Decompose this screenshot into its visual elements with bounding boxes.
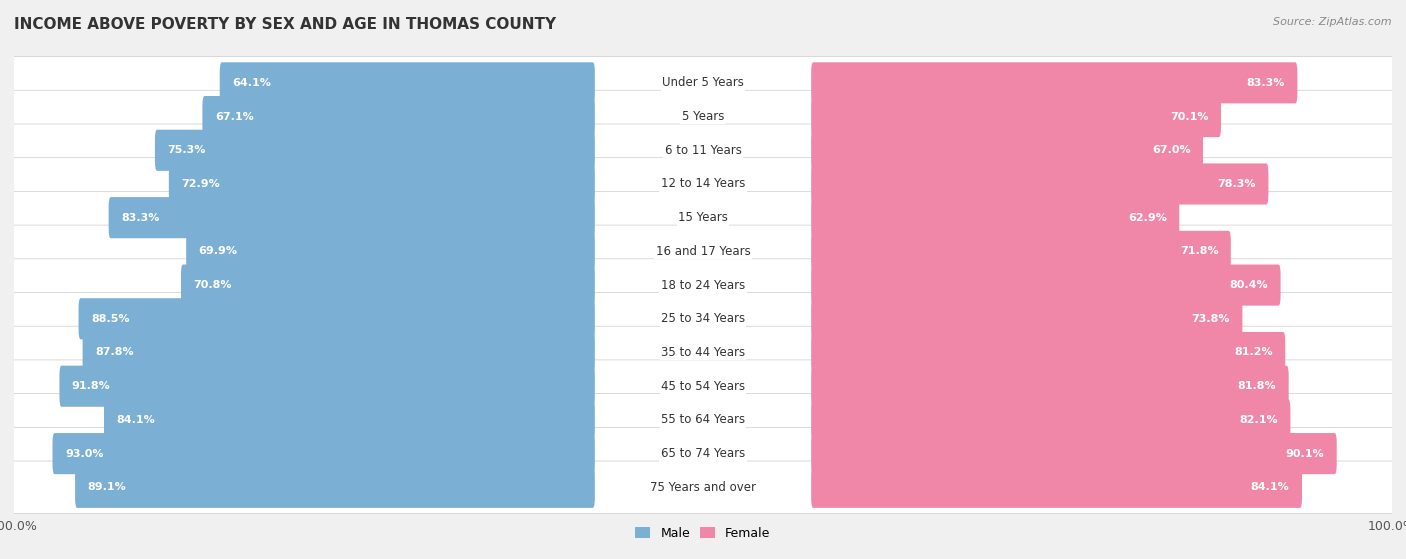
Text: 72.9%: 72.9% bbox=[181, 179, 219, 189]
Text: Under 5 Years: Under 5 Years bbox=[662, 77, 744, 89]
FancyBboxPatch shape bbox=[811, 299, 1243, 339]
Text: 6 to 11 Years: 6 to 11 Years bbox=[665, 144, 741, 157]
FancyBboxPatch shape bbox=[811, 231, 1230, 272]
FancyBboxPatch shape bbox=[8, 191, 1398, 244]
Text: 67.0%: 67.0% bbox=[1152, 145, 1191, 155]
FancyBboxPatch shape bbox=[8, 326, 1398, 379]
Text: 5 Years: 5 Years bbox=[682, 110, 724, 123]
FancyBboxPatch shape bbox=[52, 433, 595, 474]
FancyBboxPatch shape bbox=[8, 124, 1398, 177]
Text: 73.8%: 73.8% bbox=[1191, 314, 1230, 324]
Text: 80.4%: 80.4% bbox=[1230, 280, 1268, 290]
FancyBboxPatch shape bbox=[169, 163, 595, 205]
FancyBboxPatch shape bbox=[8, 427, 1398, 480]
FancyBboxPatch shape bbox=[8, 225, 1398, 278]
Text: 87.8%: 87.8% bbox=[96, 348, 134, 358]
Text: 75 Years and over: 75 Years and over bbox=[650, 481, 756, 494]
Text: 83.3%: 83.3% bbox=[1247, 78, 1285, 88]
FancyBboxPatch shape bbox=[8, 461, 1398, 514]
FancyBboxPatch shape bbox=[8, 56, 1398, 109]
Text: 15 Years: 15 Years bbox=[678, 211, 728, 224]
Text: 69.9%: 69.9% bbox=[198, 247, 238, 257]
Text: 16 and 17 Years: 16 and 17 Years bbox=[655, 245, 751, 258]
FancyBboxPatch shape bbox=[811, 433, 1337, 474]
Text: 35 to 44 Years: 35 to 44 Years bbox=[661, 346, 745, 359]
Legend: Male, Female: Male, Female bbox=[630, 522, 776, 544]
FancyBboxPatch shape bbox=[811, 332, 1285, 373]
Text: 12 to 14 Years: 12 to 14 Years bbox=[661, 177, 745, 191]
Text: 18 to 24 Years: 18 to 24 Years bbox=[661, 278, 745, 292]
FancyBboxPatch shape bbox=[811, 264, 1281, 306]
FancyBboxPatch shape bbox=[202, 96, 595, 137]
Text: 71.8%: 71.8% bbox=[1180, 247, 1219, 257]
FancyBboxPatch shape bbox=[8, 394, 1398, 446]
Text: 89.1%: 89.1% bbox=[87, 482, 127, 492]
Text: 81.2%: 81.2% bbox=[1234, 348, 1272, 358]
FancyBboxPatch shape bbox=[186, 231, 595, 272]
Text: INCOME ABOVE POVERTY BY SEX AND AGE IN THOMAS COUNTY: INCOME ABOVE POVERTY BY SEX AND AGE IN T… bbox=[14, 17, 557, 32]
FancyBboxPatch shape bbox=[811, 467, 1302, 508]
FancyBboxPatch shape bbox=[8, 360, 1398, 413]
FancyBboxPatch shape bbox=[811, 96, 1220, 137]
Text: 70.1%: 70.1% bbox=[1170, 112, 1209, 121]
Text: 55 to 64 Years: 55 to 64 Years bbox=[661, 414, 745, 427]
FancyBboxPatch shape bbox=[811, 62, 1298, 103]
Text: 78.3%: 78.3% bbox=[1218, 179, 1256, 189]
Text: 67.1%: 67.1% bbox=[215, 112, 253, 121]
FancyBboxPatch shape bbox=[83, 332, 595, 373]
Text: 83.3%: 83.3% bbox=[121, 212, 159, 222]
Text: 25 to 34 Years: 25 to 34 Years bbox=[661, 312, 745, 325]
Text: 65 to 74 Years: 65 to 74 Years bbox=[661, 447, 745, 460]
FancyBboxPatch shape bbox=[108, 197, 595, 238]
FancyBboxPatch shape bbox=[104, 399, 595, 440]
FancyBboxPatch shape bbox=[59, 366, 595, 407]
Text: 91.8%: 91.8% bbox=[72, 381, 111, 391]
FancyBboxPatch shape bbox=[75, 467, 595, 508]
FancyBboxPatch shape bbox=[811, 399, 1291, 440]
FancyBboxPatch shape bbox=[811, 366, 1289, 407]
Text: 75.3%: 75.3% bbox=[167, 145, 205, 155]
FancyBboxPatch shape bbox=[8, 90, 1398, 143]
Text: 93.0%: 93.0% bbox=[65, 449, 104, 458]
FancyBboxPatch shape bbox=[181, 264, 595, 306]
FancyBboxPatch shape bbox=[811, 197, 1180, 238]
FancyBboxPatch shape bbox=[219, 62, 595, 103]
FancyBboxPatch shape bbox=[79, 299, 595, 339]
FancyBboxPatch shape bbox=[8, 292, 1398, 345]
Text: 45 to 54 Years: 45 to 54 Years bbox=[661, 380, 745, 393]
Text: 90.1%: 90.1% bbox=[1285, 449, 1324, 458]
Text: 84.1%: 84.1% bbox=[117, 415, 155, 425]
Text: 84.1%: 84.1% bbox=[1251, 482, 1289, 492]
FancyBboxPatch shape bbox=[8, 259, 1398, 311]
FancyBboxPatch shape bbox=[8, 158, 1398, 210]
FancyBboxPatch shape bbox=[811, 130, 1204, 171]
Text: 70.8%: 70.8% bbox=[194, 280, 232, 290]
Text: 64.1%: 64.1% bbox=[232, 78, 271, 88]
Text: Source: ZipAtlas.com: Source: ZipAtlas.com bbox=[1274, 17, 1392, 27]
FancyBboxPatch shape bbox=[155, 130, 595, 171]
Text: 88.5%: 88.5% bbox=[91, 314, 129, 324]
Text: 82.1%: 82.1% bbox=[1240, 415, 1278, 425]
Text: 81.8%: 81.8% bbox=[1237, 381, 1277, 391]
FancyBboxPatch shape bbox=[811, 163, 1268, 205]
Text: 62.9%: 62.9% bbox=[1128, 212, 1167, 222]
